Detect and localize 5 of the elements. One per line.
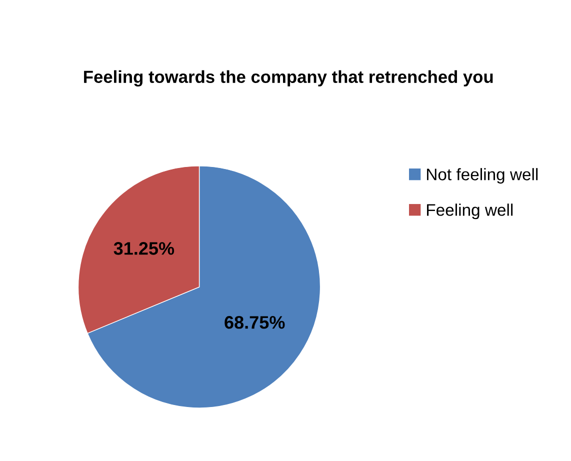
legend-label: Feeling well: [427, 204, 513, 220]
legend-label: Not feeling well: [427, 168, 538, 184]
chart-title: Feeling towards the company that retrenched you: [84, 70, 493, 86]
data-label: 68.75%: [224, 316, 285, 329]
data-label: 31.25%: [114, 242, 174, 255]
